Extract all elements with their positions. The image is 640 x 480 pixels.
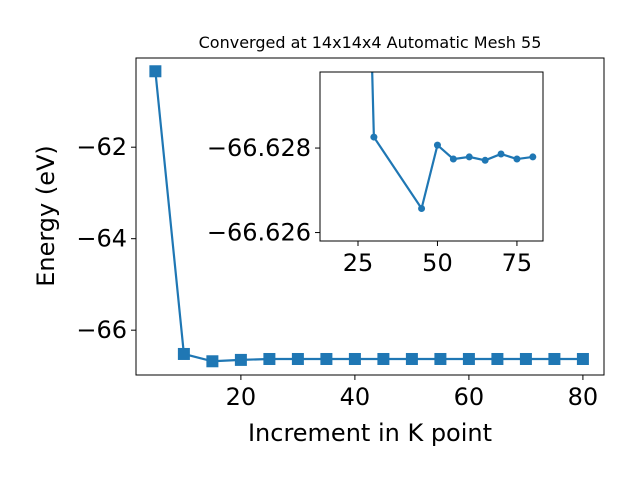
data-point — [291, 352, 304, 365]
data-point — [497, 150, 505, 158]
data-point — [548, 352, 561, 365]
data-point — [576, 352, 589, 365]
data-point — [263, 352, 276, 365]
data-point — [433, 141, 441, 149]
x-tick-label: 20 — [226, 383, 257, 411]
plot-content — [370, 72, 537, 212]
data-point — [529, 153, 537, 161]
y-tick-label: −66.628 — [207, 134, 311, 162]
data-point — [418, 204, 426, 212]
data-line — [371, 72, 533, 212]
data-point — [513, 155, 521, 163]
data-point — [377, 352, 390, 365]
data-point — [465, 153, 473, 161]
data-point — [348, 352, 361, 365]
y-tick-label: −66 — [76, 316, 127, 344]
chart-title: Converged at 14x14x4 Automatic Mesh 55 — [199, 33, 542, 52]
data-point — [462, 352, 475, 365]
data-point — [206, 355, 219, 368]
x-tick-label: 40 — [340, 383, 371, 411]
data-point — [370, 133, 378, 141]
data-point — [449, 155, 457, 163]
data-point — [434, 352, 447, 365]
plot-content — [149, 65, 589, 368]
data-point — [177, 347, 190, 360]
data-point — [519, 352, 532, 365]
x-axis-label: Increment in K point — [248, 419, 492, 447]
y-axis-label: Energy (eV) — [32, 145, 60, 287]
x-tick-label: 75 — [502, 249, 533, 277]
data-point — [149, 65, 162, 78]
axes-frame — [135, 57, 605, 376]
y-tick-label: −62 — [76, 133, 127, 161]
data-point — [481, 156, 489, 164]
x-tick-label: 80 — [568, 383, 599, 411]
x-tick-label: 25 — [343, 249, 374, 277]
y-tick-label: −66.626 — [207, 219, 311, 247]
data-point — [405, 352, 418, 365]
axes-frame — [319, 71, 544, 242]
data-line — [154, 71, 583, 363]
data-point — [320, 352, 333, 365]
x-tick-label: 50 — [422, 249, 453, 277]
data-point — [234, 353, 247, 366]
data-point — [491, 352, 504, 365]
x-tick-label: 60 — [454, 383, 485, 411]
y-tick-label: −64 — [76, 225, 127, 253]
